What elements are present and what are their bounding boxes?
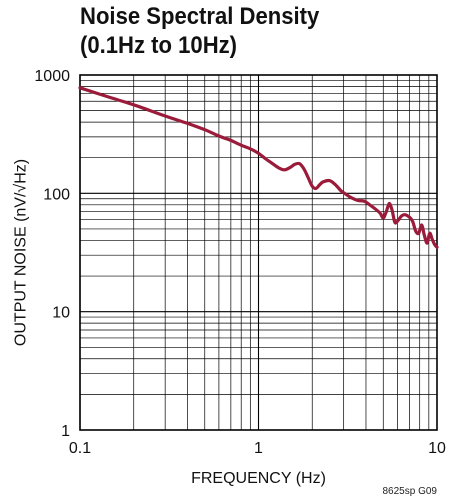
y-tick-label: 1000 [34,68,70,85]
y-tick-label: 1 [61,423,70,440]
x-axis-label: FREQUENCY (Hz) [191,470,326,487]
figure-id: 8625sp G09 [382,486,438,497]
title-line-2: (0.1Hz to 10Hz) [80,32,238,59]
x-tick-label: 1 [254,440,263,457]
series-line [78,86,439,249]
title-line-1: Noise Spectral Density [80,3,320,30]
y-tick-label: 10 [52,305,70,322]
y-axis-label: OUTPUT NOISE (nV/√Hz) [13,159,30,346]
chart-title: Noise Spectral Density (0.1Hz to 10Hz) [80,2,319,60]
x-tick-label: 0.1 [69,440,91,457]
chart-grid [79,74,438,431]
plot-frame [79,74,438,431]
x-tick-label: 10 [428,440,446,457]
y-tick-label: 100 [43,186,70,203]
